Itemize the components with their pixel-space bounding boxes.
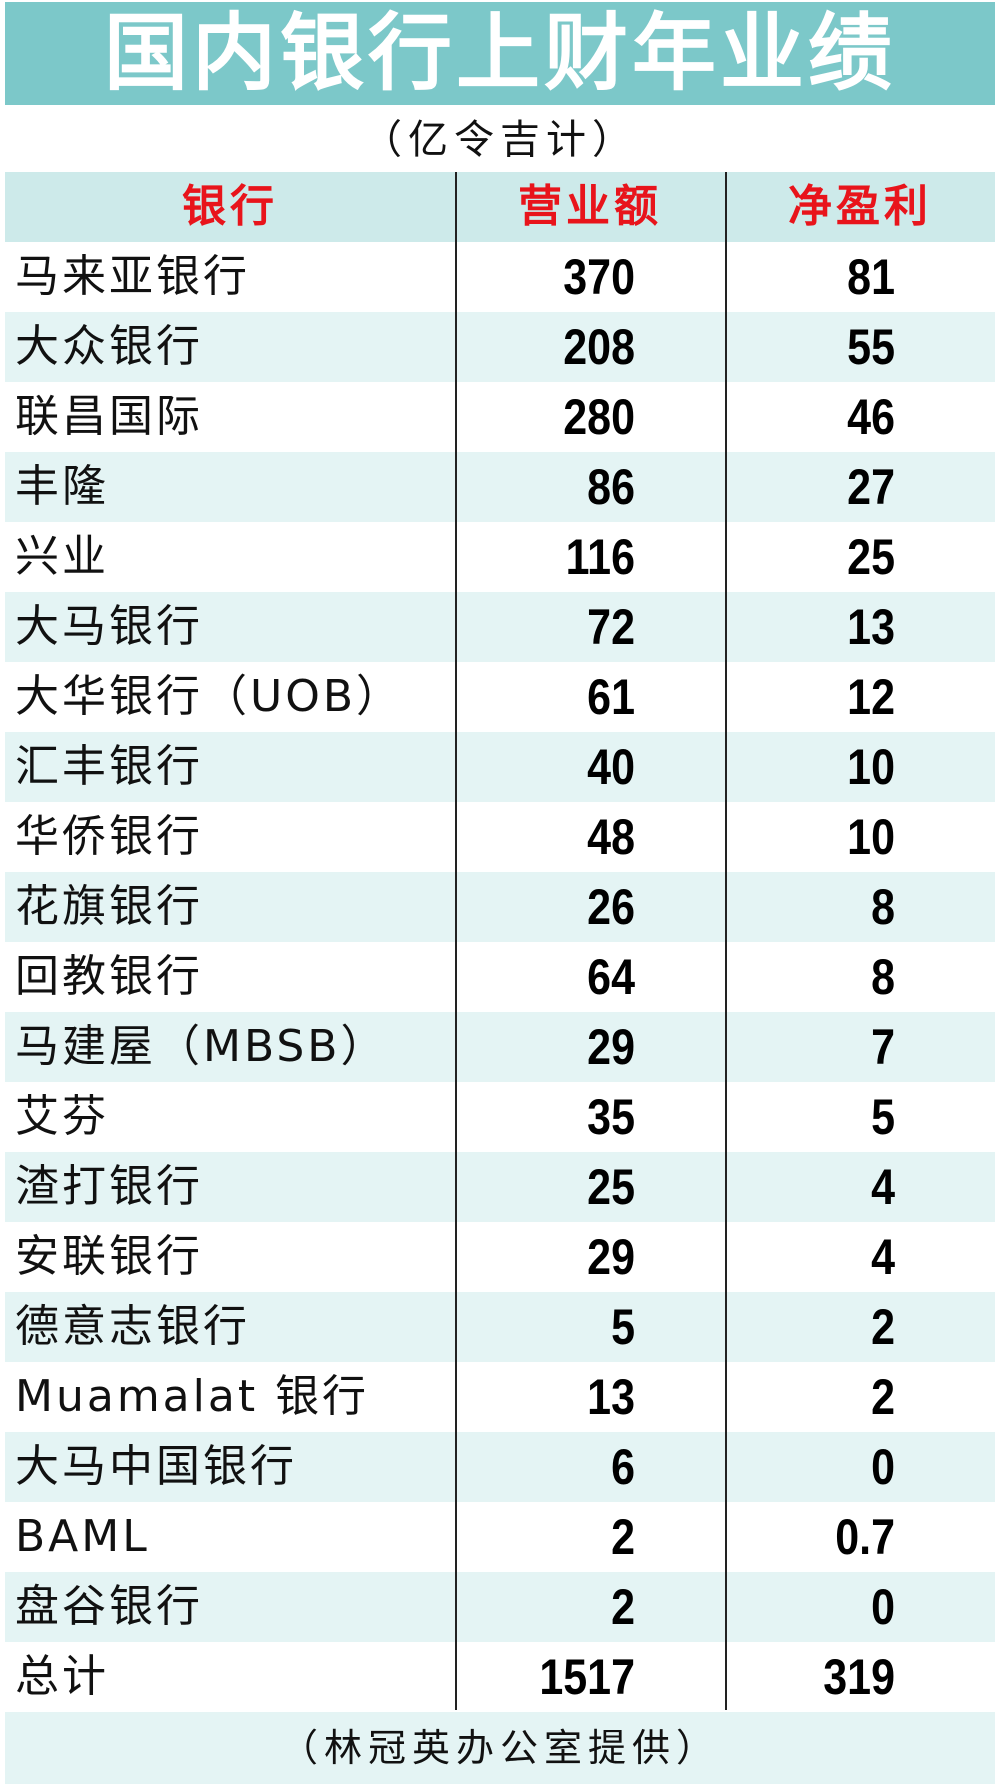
revenue-value: 29 [587, 1019, 635, 1075]
bank-name: 德意志银行 [15, 1301, 250, 1352]
table-row: 汇丰银行 40 10 [5, 732, 995, 802]
net-profit-value: 25 [847, 529, 895, 585]
table-row: 马来亚银行 370 81 [5, 242, 995, 312]
revenue-value: 370 [563, 249, 635, 305]
page-title: 国内银行上财年业绩 [5, 2, 995, 105]
bank-name: 回教银行 [15, 951, 203, 1002]
net-profit-value: 4 [871, 1229, 895, 1285]
column-divider [725, 172, 727, 1710]
table-row: 联昌国际 280 46 [5, 382, 995, 452]
table-header: 银行 营业额 净盈利 [5, 172, 995, 242]
bank-name: 大众银行 [15, 321, 203, 372]
revenue-value: 26 [587, 879, 635, 935]
table-row: 大众银行 208 55 [5, 312, 995, 382]
table-row: BAML 2 0.7 [5, 1502, 995, 1572]
revenue-value: 86 [587, 459, 635, 515]
revenue-value: 280 [563, 389, 635, 445]
bank-name: 盘谷银行 [15, 1581, 203, 1632]
table-row: 艾芬 35 5 [5, 1082, 995, 1152]
bank-name: Muamalat 银行 [15, 1371, 370, 1422]
table-row: 渣打银行 25 4 [5, 1152, 995, 1222]
revenue-value: 13 [587, 1369, 635, 1425]
revenue-value: 6 [611, 1439, 635, 1495]
total-label: 总计 [15, 1651, 109, 1702]
net-profit-value: 27 [847, 459, 895, 515]
table-row: 大马中国银行 6 0 [5, 1432, 995, 1502]
revenue-value: 2 [611, 1579, 635, 1635]
revenue-value: 29 [587, 1229, 635, 1285]
net-profit-value: 0 [871, 1439, 895, 1495]
total-revenue: 1517 [539, 1649, 635, 1705]
table-row: 回教银行 64 8 [5, 942, 995, 1012]
table-row: 盘谷银行 2 0 [5, 1572, 995, 1642]
revenue-value: 64 [587, 949, 635, 1005]
revenue-value: 48 [587, 809, 635, 865]
table-row: 大马银行 72 13 [5, 592, 995, 662]
revenue-value: 35 [587, 1089, 635, 1145]
bank-name: BAML [15, 1511, 150, 1562]
net-profit-value: 4 [871, 1159, 895, 1215]
bank-name: 花旗银行 [15, 881, 203, 932]
net-profit-value: 8 [871, 949, 895, 1005]
bank-name: 丰隆 [15, 461, 109, 512]
table-row: 丰隆 86 27 [5, 452, 995, 522]
table-row: 华侨银行 48 10 [5, 802, 995, 872]
bank-results-table: 银行 营业额 净盈利 马来亚银行 370 81 大众银行 208 55 联昌国际… [5, 172, 995, 1712]
bank-name: 大华银行（UOB） [15, 671, 404, 722]
net-profit-value: 10 [847, 809, 895, 865]
net-profit-value: 8 [871, 879, 895, 935]
net-profit-value: 13 [847, 599, 895, 655]
table-row: 马建屋（MBSB） 29 7 [5, 1012, 995, 1082]
net-profit-value: 12 [847, 669, 895, 725]
bank-name: 渣打银行 [15, 1161, 203, 1212]
net-profit-value: 55 [847, 319, 895, 375]
revenue-value: 2 [611, 1509, 635, 1565]
net-profit-value: 5 [871, 1089, 895, 1145]
header-bank: 银行 [182, 181, 278, 232]
net-profit-value: 7 [871, 1019, 895, 1075]
table-row: 德意志银行 5 2 [5, 1292, 995, 1362]
net-profit-value: 2 [871, 1369, 895, 1425]
bank-name: 大马银行 [15, 601, 203, 652]
unit-note: （亿令吉计） [362, 117, 638, 163]
net-profit-value: 0.7 [835, 1509, 895, 1565]
bank-name: 艾芬 [15, 1091, 109, 1142]
bank-name: 大马中国银行 [15, 1441, 297, 1492]
revenue-value: 61 [587, 669, 635, 725]
bank-name: 联昌国际 [15, 391, 203, 442]
bank-name: 汇丰银行 [15, 741, 203, 792]
revenue-value: 40 [587, 739, 635, 795]
source-credit: （林冠英办公室提供） [5, 1712, 995, 1784]
net-profit-value: 10 [847, 739, 895, 795]
bank-name: 安联银行 [15, 1231, 203, 1282]
table-row: Muamalat 银行 13 2 [5, 1362, 995, 1432]
total-row: 总计 1517 319 [5, 1642, 995, 1712]
bank-name: 华侨银行 [15, 811, 203, 862]
bank-name: 马建屋（MBSB） [15, 1021, 388, 1072]
total-net-profit: 319 [823, 1649, 895, 1705]
net-profit-value: 2 [871, 1299, 895, 1355]
column-divider [455, 172, 457, 1710]
revenue-value: 25 [587, 1159, 635, 1215]
net-profit-value: 0 [871, 1579, 895, 1635]
table-row: 安联银行 29 4 [5, 1222, 995, 1292]
revenue-value: 5 [611, 1299, 635, 1355]
table-row: 花旗银行 26 8 [5, 872, 995, 942]
bank-name: 兴业 [15, 531, 109, 582]
table-row: 大华银行（UOB） 61 12 [5, 662, 995, 732]
net-profit-value: 46 [847, 389, 895, 445]
table-row: 兴业 116 25 [5, 522, 995, 592]
net-profit-value: 81 [847, 249, 895, 305]
bank-name: 马来亚银行 [15, 251, 250, 302]
header-revenue: 营业额 [518, 181, 662, 232]
revenue-value: 116 [565, 529, 635, 585]
revenue-value: 208 [563, 319, 635, 375]
revenue-value: 72 [587, 599, 635, 655]
header-net-profit: 净盈利 [788, 181, 932, 232]
